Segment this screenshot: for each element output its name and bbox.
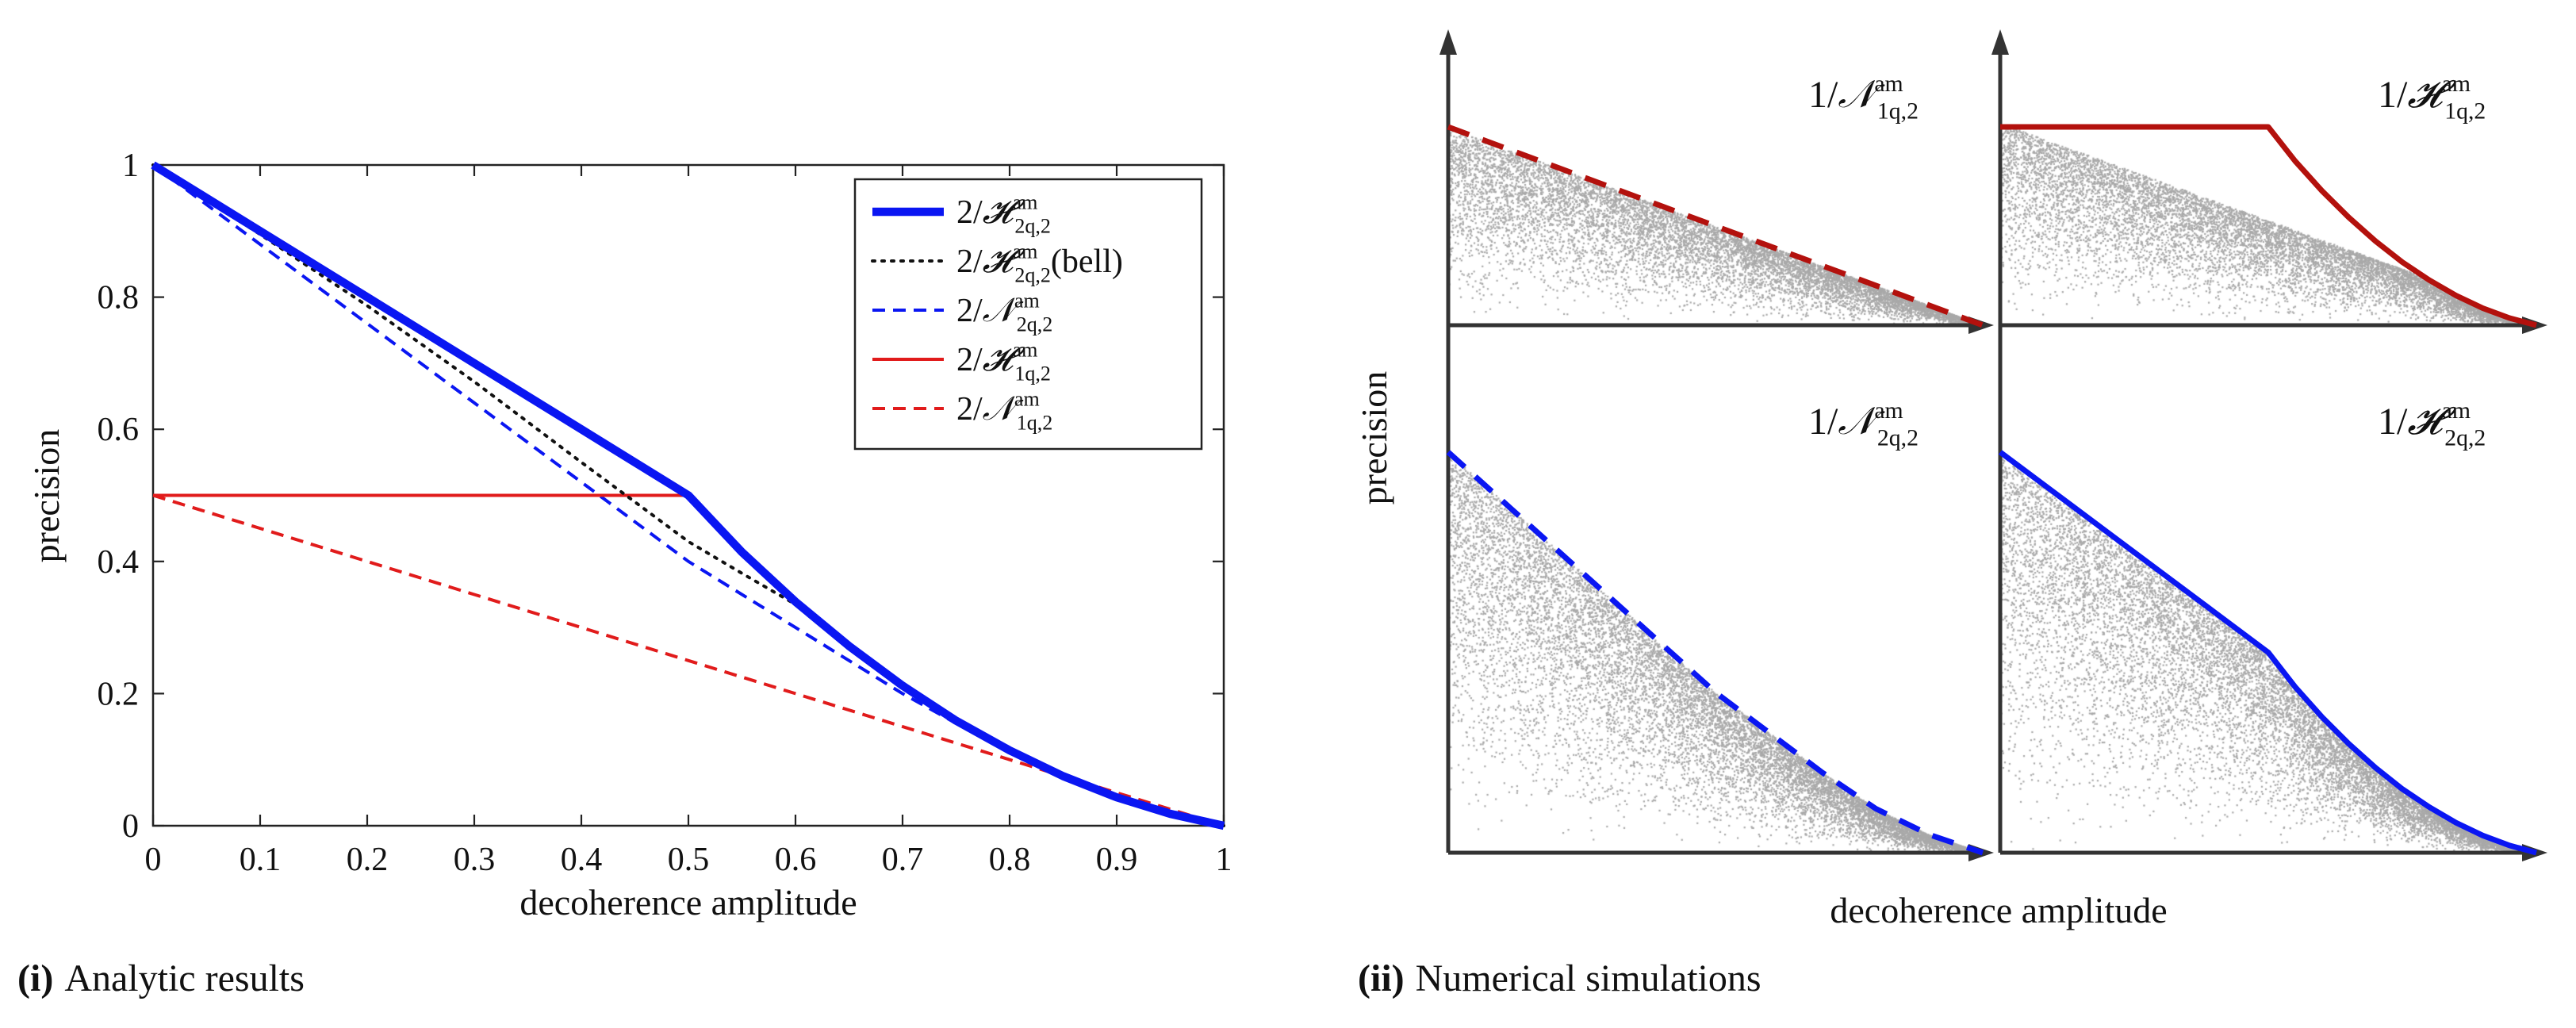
x-tick-label: 0.9	[1096, 842, 1138, 878]
bound-curve-br	[1998, 450, 2537, 856]
x-tick-label: 0.6	[775, 842, 817, 878]
bound-curve-tl	[1447, 124, 1984, 328]
caption-i-text: Analytic results	[64, 957, 305, 999]
y-tick-label: 0.2	[98, 676, 140, 712]
legend-label-0: 2/𝓗am 2q,2	[956, 190, 1051, 237]
legend: 2/𝓗am 2q,22/𝓗am 2q,2(bell)2/𝒩am 2q,22/𝓗am 1q…	[853, 178, 1203, 451]
legend-label-4: 2/𝒩am 1q,2	[956, 387, 1052, 434]
legend-label-2: 2/𝒩am 2q,2	[956, 289, 1052, 336]
x-tick-label: 0.3	[454, 842, 496, 878]
subplot-labels: 1/𝒩am 1q,2 1/𝓗am 1q,2 1/𝒩am 2q,2 1/𝓗am 2q,2	[1808, 71, 2486, 451]
subplot-label-br: 1/𝓗am 2q,2	[2378, 397, 2486, 451]
numerical-simulations-panel: 1/𝒩am 1q,2 1/𝓗am 1q,2 1/𝒩am 2q,2 1/𝓗am 2q,2 dec…	[1354, 29, 2547, 930]
bound-curve-bl	[1446, 450, 1984, 856]
y-tick-label: 0.6	[98, 412, 140, 448]
caption-i-tag: (i)	[17, 957, 54, 999]
caption-i: (i) Analytic results	[17, 957, 305, 1000]
y-tick-label: 0.8	[98, 280, 140, 316]
y-tick-label: 0	[122, 808, 139, 845]
subplot-label-tl: 1/𝒩am 1q,2	[1808, 71, 1919, 125]
x-tick-label: 0.4	[561, 842, 603, 878]
legend-label-3: 2/𝓗am 1q,2	[956, 338, 1051, 385]
x-axis-label-sim: decoherence amplitude	[1830, 890, 2167, 930]
x-tick-label: 0.5	[668, 842, 710, 878]
x-axis-label: decoherence amplitude	[519, 882, 857, 923]
caption-ii-tag: (ii)	[1358, 957, 1405, 999]
x-tick-label: 0	[145, 842, 162, 878]
subplot-label-bl: 1/𝒩am 2q,2	[1808, 397, 1919, 451]
x-tick-label: 0.2	[347, 842, 389, 878]
bound-curves	[1446, 124, 2537, 856]
y-axis-label-sim: precision	[1354, 371, 1394, 505]
y-tick-label: 0.4	[98, 544, 140, 581]
y-axis-left-arrowhead	[1439, 29, 1457, 55]
bound-curve-tr	[2000, 124, 2537, 328]
x-tick-label: 0.1	[240, 842, 282, 878]
y-axis-label: precision	[26, 429, 67, 563]
y-axis-right-arrowhead	[1991, 29, 2009, 55]
legend-box	[853, 178, 1203, 451]
y-tick-labels: 0 0.2 0.4 0.6 0.8 1	[98, 148, 140, 845]
caption-ii-text: Numerical simulations	[1415, 957, 1761, 999]
x-tick-labels: 0 0.1 0.2 0.3 0.4 0.5 0.6 0.7 0.8 0.9 1	[145, 842, 1232, 878]
series-lines	[151, 161, 1225, 830]
x-tick-label: 0.7	[882, 842, 924, 878]
subplot-axes	[1439, 29, 2547, 861]
legend-label-1: 2/𝓗am 2q,2(bell)	[956, 240, 1123, 286]
subplot-label-tr: 1/𝓗am 1q,2	[2378, 71, 2486, 125]
x-tick-label: 0.8	[989, 842, 1031, 878]
analytic-results-panel: 0 0.1 0.2 0.3 0.4 0.5 0.6 0.7 0.8 0.9 1 0 0.2 0.4 0.6…	[26, 148, 1232, 923]
y-tick-label: 1	[122, 148, 139, 184]
x-tick-label: 1	[1216, 842, 1232, 878]
caption-ii: (ii) Numerical simulations	[1358, 957, 1761, 1000]
series-line-0	[151, 161, 1225, 830]
